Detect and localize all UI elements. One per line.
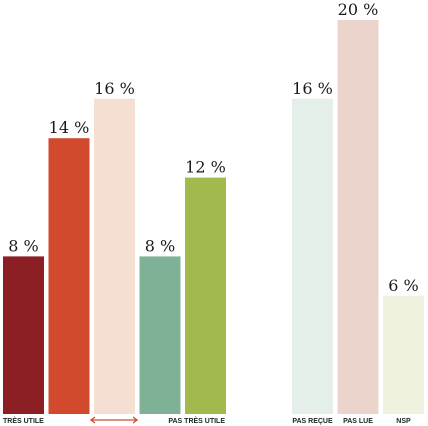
value-label-1-0: 16 %: [292, 79, 333, 98]
bar-0-3: [139, 256, 181, 414]
value-label-0-1: 14 %: [49, 118, 90, 137]
scale-label-left: TRÈS UTILE: [3, 416, 44, 425]
scale-arrow: [89, 416, 139, 424]
value-label-0-0: 8 %: [8, 236, 38, 255]
arrow-head-left: [89, 416, 96, 424]
category-label-1-1: PAS LUE: [343, 418, 373, 425]
scale-label-right: PAS TRÈS UTILE: [168, 416, 225, 425]
category-label-1-0: PAS REÇUE: [292, 418, 333, 425]
category-labels-layer: TRÈS UTILE PAS TRÈS UTILE PAS REÇUE PAS L…: [3, 416, 411, 425]
value-label-1-1: 20 %: [338, 0, 379, 19]
bar-1-1: [337, 20, 379, 414]
bar-0-2: [94, 98, 135, 415]
arrow-head-right: [132, 416, 139, 424]
bar-0-1: [48, 138, 90, 414]
value-label-1-2: 6 %: [388, 276, 418, 295]
bar-0-4: [185, 177, 226, 414]
bar-1-0: [292, 98, 333, 415]
category-label-1-2: NSP: [396, 418, 411, 425]
bars-layer: [3, 20, 424, 415]
value-label-0-2: 16 %: [94, 79, 135, 98]
bar-1-2: [383, 295, 424, 414]
bar-0-0: [3, 256, 44, 414]
value-label-0-4: 12 %: [185, 158, 226, 177]
value-labels-layer: 8 % 14 % 16 % 8 % 12 % 16 % 20 % 6 %: [8, 0, 418, 295]
value-label-0-3: 8 %: [145, 236, 175, 255]
